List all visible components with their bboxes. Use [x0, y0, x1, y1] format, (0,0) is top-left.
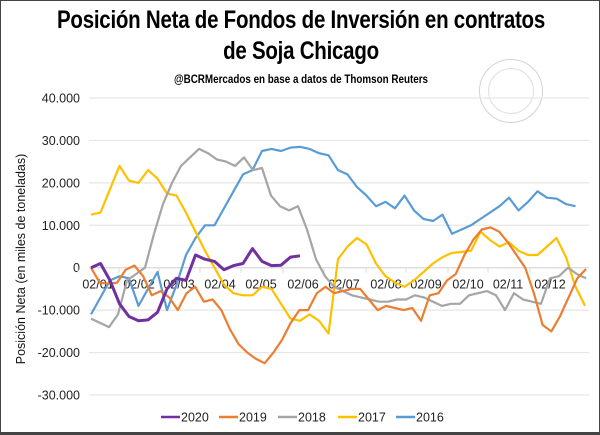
legend-label-2016: 2016 [416, 411, 444, 425]
x-tick-label: 02/02 [123, 278, 154, 292]
x-tick-label: 02/10 [452, 278, 483, 292]
y-tick-label: 20.000 [42, 176, 80, 190]
legend-label-2018: 2018 [298, 411, 326, 425]
y-tick-label: 40.000 [42, 92, 80, 106]
x-tick-label: 02/08 [370, 278, 401, 292]
chart-subtitle: @BCRMercados en base a datos de Thomson … [173, 72, 429, 86]
y-axis-label: Posición Neta (en miles de toneladas) [14, 154, 28, 365]
legend-label-2019: 2019 [239, 411, 267, 425]
x-tick-label: 02/11 [493, 278, 523, 292]
x-tick-label: 02/12 [534, 278, 565, 292]
y-tick-label: -30.000 [38, 389, 80, 403]
legend-label-2020: 2020 [181, 411, 209, 425]
x-tick-label: 02/09 [410, 278, 441, 292]
series-line-2020 [90, 247, 301, 323]
chart-title: Posición Neta de Fondos de Inversión en … [56, 6, 546, 65]
y-tick-label: 0 [73, 261, 80, 275]
y-axis-ticks: 40.000 30.000 20.000 10.000 0 -10.000 -20.000 -… [38, 92, 80, 403]
bottom-border [1, 432, 599, 434]
series-line-2017 [90, 164, 586, 335]
watermark-seal-icon [479, 59, 543, 123]
y-tick-label: 30.000 [42, 134, 80, 148]
y-tick-label: 10.000 [42, 219, 80, 233]
series-line-2019 [90, 226, 587, 365]
y-tick-label: -20.000 [38, 346, 80, 360]
y-tick-label: -10.000 [38, 304, 80, 318]
legend: 2020 2019 2018 2017 2016 [161, 411, 444, 425]
series-line-2018 [90, 147, 587, 329]
series-lines [90, 145, 587, 365]
series-line-2016 [90, 145, 576, 315]
legend-label-2017: 2017 [358, 411, 386, 425]
x-tick-label: 02/06 [287, 278, 318, 292]
